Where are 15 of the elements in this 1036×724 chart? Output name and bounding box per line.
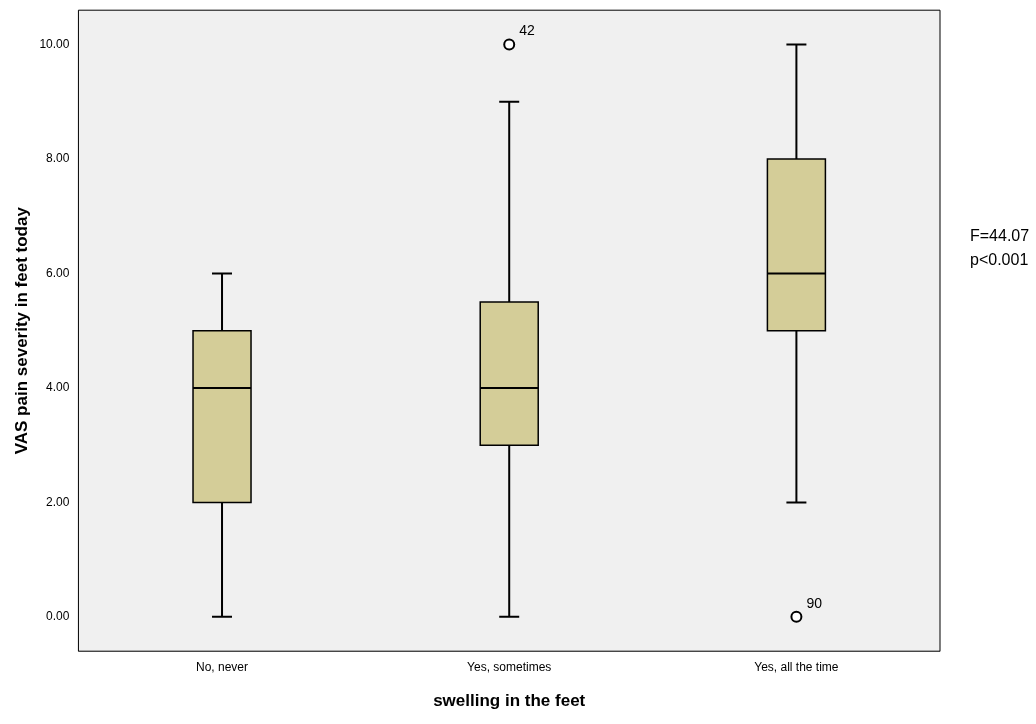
text: p<0.001 bbox=[970, 251, 1029, 269]
y-tick-label: 6.00 bbox=[46, 265, 70, 280]
y-tick-label: 10.00 bbox=[39, 36, 70, 51]
y-tick-label: 2.00 bbox=[46, 494, 70, 509]
y-tick-label: 8.00 bbox=[46, 151, 70, 166]
y-tick-label: 0.00 bbox=[46, 609, 70, 624]
x-tick-label: No, never bbox=[196, 659, 249, 674]
annotation: 90 bbox=[806, 594, 823, 611]
x-axis-title: swelling in the feet bbox=[433, 691, 586, 711]
y-tick-label: 4.00 bbox=[46, 380, 70, 395]
x-tick-label: Yes, sometimes bbox=[467, 659, 552, 674]
text: F=44.07 bbox=[970, 227, 1030, 245]
annotation: 42 bbox=[519, 22, 535, 39]
y-axis-title: VAS pain severity in feet today bbox=[11, 206, 31, 455]
x-tick-label: Yes, all the time bbox=[754, 659, 839, 674]
